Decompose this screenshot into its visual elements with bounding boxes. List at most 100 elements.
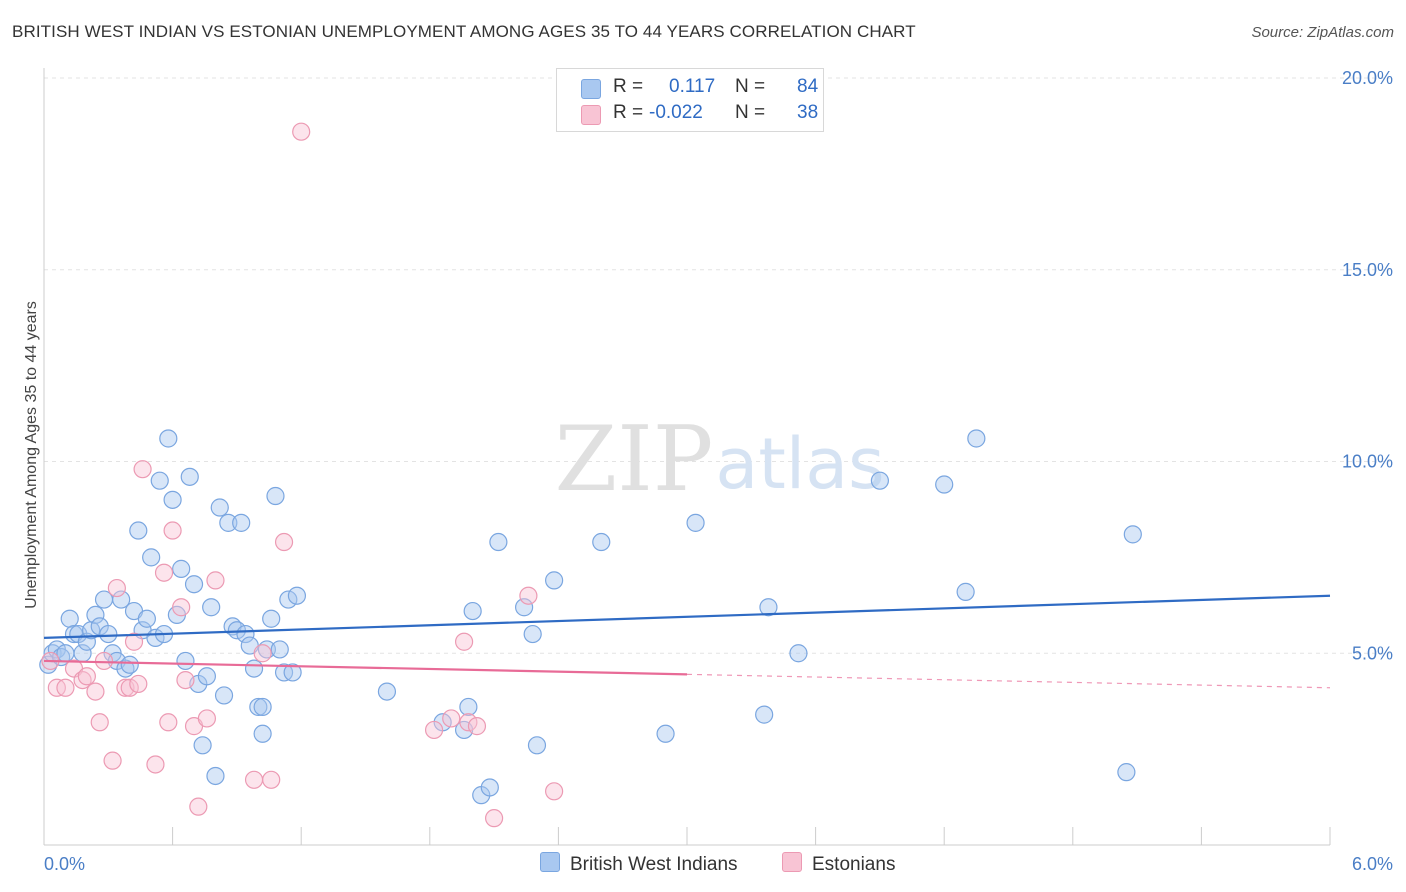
point-estonian <box>292 122 311 141</box>
legend-r-value: 0.117 <box>669 76 716 97</box>
point-british-west-indian <box>142 548 161 567</box>
point-british-west-indian <box>197 667 216 686</box>
point-estonian <box>176 670 195 690</box>
point-estonian <box>244 770 264 789</box>
point-british-west-indian <box>150 471 169 490</box>
point-british-west-indian <box>262 609 281 628</box>
point-estonian <box>146 755 165 774</box>
legend-r-label: R = <box>613 76 644 97</box>
point-british-west-indian <box>172 559 191 578</box>
point-estonian <box>159 713 178 732</box>
y-tick-label: 10.0% <box>1342 452 1393 472</box>
point-british-west-indian <box>86 605 105 625</box>
watermark: ZIP atlas <box>555 407 885 512</box>
point-estonian <box>467 717 487 736</box>
point-british-west-indian <box>592 532 611 552</box>
legend-n-value: 38 <box>797 102 819 123</box>
point-british-west-indian <box>656 724 675 743</box>
point-british-west-indian <box>180 467 199 486</box>
point-british-west-indian <box>163 490 182 509</box>
point-british-west-indian <box>99 624 118 644</box>
bottom-legend-label: Estonians <box>812 854 896 875</box>
data-points <box>39 122 1142 828</box>
grid-lines <box>44 77 1390 654</box>
point-british-west-indian <box>686 513 705 532</box>
legend-n-value: 84 <box>797 76 819 97</box>
point-estonian <box>107 578 126 598</box>
point-estonian <box>189 797 208 816</box>
watermark-zip: ZIP <box>555 407 714 512</box>
point-estonian <box>519 586 538 605</box>
point-estonian <box>262 770 281 789</box>
point-estonian <box>77 667 96 686</box>
x-tick-label: 0.0% <box>44 854 85 874</box>
point-british-west-indian <box>214 686 234 705</box>
axes <box>43 68 1331 846</box>
trend-line-british-west-indians <box>43 594 1331 640</box>
point-estonian <box>424 720 444 740</box>
bottom-legend-swatch-blue <box>540 852 560 872</box>
point-british-west-indian <box>236 624 255 644</box>
point-estonian <box>103 751 122 770</box>
point-british-west-indian <box>956 582 975 601</box>
bottom-legend-swatch-pink <box>782 852 802 872</box>
point-british-west-indian <box>184 575 204 594</box>
point-british-west-indian <box>459 697 478 717</box>
point-british-west-indian <box>759 598 778 617</box>
point-british-west-indian <box>1123 525 1142 544</box>
point-british-west-indian <box>967 429 986 448</box>
point-estonian <box>454 632 474 651</box>
point-british-west-indian <box>789 644 808 663</box>
point-british-west-indian <box>279 590 298 609</box>
x-tick-label: 6.0% <box>1352 854 1393 874</box>
point-british-west-indian <box>232 513 251 532</box>
correlation-legend: R = 0.117 N = 84 R = -0.022 N = 38 <box>556 68 824 132</box>
point-estonian <box>163 521 182 540</box>
watermark-atlas: atlas <box>715 423 884 505</box>
point-estonian <box>154 563 174 582</box>
point-british-west-indian <box>120 655 139 674</box>
point-british-west-indian <box>210 498 229 517</box>
point-british-west-indian <box>202 598 221 617</box>
y-axis-label: Unemployment Among Ages 35 to 44 years <box>23 301 40 609</box>
point-british-west-indian <box>287 586 307 605</box>
legend-n-label: N = <box>735 102 766 123</box>
point-british-west-indian <box>515 598 534 617</box>
point-british-west-indian <box>870 471 890 490</box>
point-british-west-indian <box>253 697 272 717</box>
point-british-west-indian <box>176 651 195 671</box>
trend-lines <box>43 594 1331 689</box>
point-british-west-indian <box>755 705 774 724</box>
point-british-west-indian <box>60 609 79 628</box>
point-estonian <box>459 713 478 732</box>
point-estonian <box>197 709 216 728</box>
point-estonian <box>253 644 272 663</box>
legend-swatch-blue <box>581 79 601 99</box>
point-british-west-indian <box>283 663 302 682</box>
point-british-west-indian <box>527 736 547 755</box>
point-estonian <box>274 532 294 552</box>
point-british-west-indian <box>112 590 131 609</box>
trend-line-estonians <box>43 659 688 676</box>
point-british-west-indian <box>244 659 264 678</box>
bottom-legend-label: British West Indians <box>570 854 738 875</box>
point-estonian <box>129 674 148 694</box>
point-estonian <box>90 713 109 732</box>
point-estonian <box>56 678 75 697</box>
y-tick-label: 20.0% <box>1342 68 1393 88</box>
point-estonian <box>485 809 504 828</box>
tick-labels: 5.0% 10.0% 15.0% 20.0% 0.0% 6.0% <box>44 68 1393 874</box>
source-label: Source: ZipAtlas.com <box>1251 24 1394 41</box>
point-british-west-indian <box>266 486 285 506</box>
point-estonian <box>124 632 144 651</box>
legend-r-label: R = <box>613 102 644 123</box>
point-estonian <box>442 709 461 728</box>
point-british-west-indian <box>219 513 238 532</box>
point-estonian <box>86 682 105 701</box>
point-british-west-indian <box>253 724 272 743</box>
point-british-west-indian <box>489 532 508 552</box>
point-estonian <box>120 678 139 697</box>
legend-r-value: -0.022 <box>649 102 703 123</box>
point-british-west-indian <box>545 571 564 590</box>
